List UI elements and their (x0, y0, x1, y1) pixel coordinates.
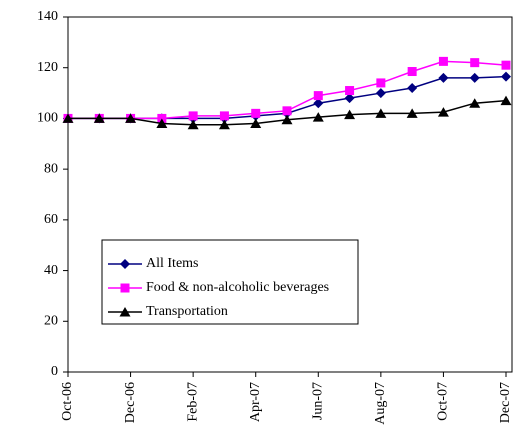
marker (470, 58, 480, 68)
x-tick-label: Apr-07 (248, 382, 263, 422)
marker (120, 283, 130, 293)
legend-box (101, 239, 359, 325)
marker (438, 56, 448, 66)
x-tick-label: Dec-06 (123, 382, 138, 423)
marker (219, 111, 229, 121)
marker (188, 111, 198, 121)
marker (469, 72, 480, 83)
y-tick-label: 60 (44, 212, 58, 227)
marker (438, 72, 449, 83)
marker (312, 112, 324, 122)
marker (282, 106, 292, 116)
marker (375, 108, 387, 118)
marker (157, 113, 167, 123)
legend-label: All Items (146, 256, 199, 271)
marker (187, 119, 199, 130)
marker (437, 107, 449, 117)
marker (156, 118, 168, 128)
y-tick-label: 100 (37, 111, 58, 126)
marker (119, 307, 131, 317)
marker (375, 88, 386, 99)
marker (469, 98, 481, 108)
y-tick-label: 20 (44, 314, 58, 329)
x-tick-label: Dec-07 (498, 382, 513, 423)
marker (500, 95, 512, 106)
x-tick-label: Oct-07 (436, 382, 451, 421)
marker (281, 114, 293, 125)
marker (218, 119, 230, 130)
marker (407, 83, 418, 93)
y-tick-label: 0 (51, 364, 58, 379)
y-tick-label: 120 (37, 60, 58, 75)
marker (125, 113, 137, 123)
x-tick-label: Jun-07 (311, 382, 326, 420)
legend: All Items Food & non-alcoholic beverages T… (101, 239, 359, 325)
marker (407, 67, 417, 77)
marker (406, 108, 418, 118)
marker (376, 78, 386, 88)
marker (344, 93, 355, 104)
marker (344, 109, 356, 120)
y-tick-label: 140 (37, 9, 58, 24)
marker (93, 113, 105, 123)
marker (120, 259, 130, 269)
legend-label: Transportation (146, 304, 228, 319)
x-tick-label: Oct-06 (60, 382, 75, 421)
marker (313, 91, 323, 101)
x-tick-label: Aug-07 (373, 382, 388, 425)
x-tick-label: Feb-07 (185, 382, 200, 422)
marker (62, 113, 74, 123)
legend-label: Food & non-alcoholic beverages (146, 280, 329, 295)
marker (345, 86, 355, 96)
marker (501, 60, 511, 70)
marker (313, 98, 324, 109)
y-tick-label: 40 (44, 263, 58, 278)
marker (251, 108, 261, 118)
y-tick-label: 80 (44, 161, 58, 176)
marker (250, 118, 262, 128)
plot-frame (67, 16, 513, 373)
marker (501, 71, 511, 82)
